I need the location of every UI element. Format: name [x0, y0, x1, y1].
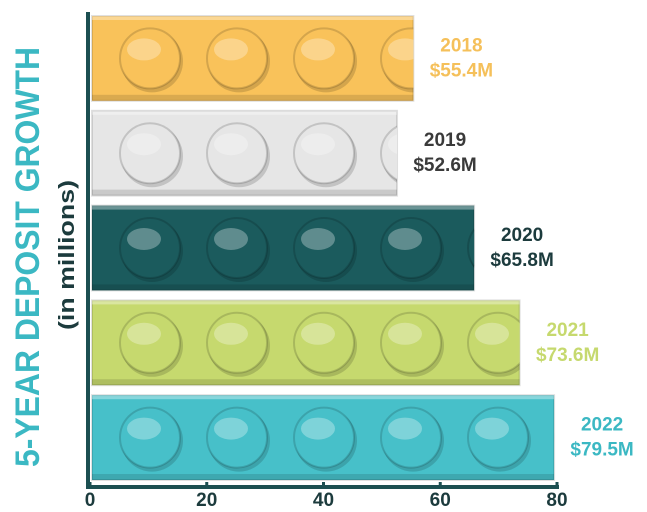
chart-subtitle: (in millions) [54, 180, 79, 330]
stud-highlight [214, 228, 248, 250]
x-tick-label: 60 [430, 490, 451, 511]
brick-top [92, 300, 520, 304]
brick-top [92, 395, 554, 399]
stud-highlight [475, 323, 509, 345]
stud-highlight [127, 228, 161, 250]
brick-edge [92, 474, 554, 480]
stud-highlight [388, 38, 422, 60]
category-label: 2021 [546, 320, 589, 341]
value-label: $79.5M [570, 440, 633, 461]
brick-top [92, 16, 413, 20]
stud-highlight [388, 133, 422, 155]
page: 5-YEAR DEPOSIT GROWTH (in millions) 2018 $5… [0, 0, 647, 512]
stud-highlight [214, 38, 248, 60]
value-label: $55.4M [430, 60, 493, 81]
stud-highlight [214, 418, 248, 440]
stud-highlight [388, 418, 422, 440]
stud-highlight [301, 38, 335, 60]
stud-highlight [214, 133, 248, 155]
x-tick-label: 0 [85, 490, 96, 511]
brick-edge [92, 95, 413, 101]
stud-highlight [127, 323, 161, 345]
stud-highlight [388, 228, 422, 250]
stud-highlight [388, 323, 422, 345]
brick-top [92, 111, 397, 115]
value-label: $52.6M [413, 155, 476, 176]
category-label: 2020 [501, 225, 543, 246]
value-label: $65.8M [490, 250, 553, 271]
x-tick-label: 80 [546, 490, 567, 511]
stud-highlight [127, 133, 161, 155]
stud-highlight [301, 228, 335, 250]
stud-highlight [301, 418, 335, 440]
x-tick-label: 20 [196, 490, 217, 511]
value-label: $73.6M [536, 345, 599, 366]
chart-title: 5-YEAR DEPOSIT GROWTH [9, 47, 47, 467]
category-label: 2019 [424, 130, 466, 151]
stud-highlight [301, 133, 335, 155]
x-tick-label: 40 [313, 490, 334, 511]
category-label: 2022 [581, 415, 623, 436]
brick-edge [92, 379, 520, 385]
category-label: 2018 [440, 35, 482, 56]
brick-top [92, 206, 474, 210]
stud-highlight [127, 418, 161, 440]
stud-highlight [214, 323, 248, 345]
stud-highlight [301, 323, 335, 345]
brick-edge [92, 190, 397, 196]
brick-edge [92, 284, 474, 290]
chart: 5-YEAR DEPOSIT GROWTH (in millions) 2018 $5… [0, 0, 647, 512]
stud-highlight [127, 38, 161, 60]
stud-highlight [475, 418, 509, 440]
